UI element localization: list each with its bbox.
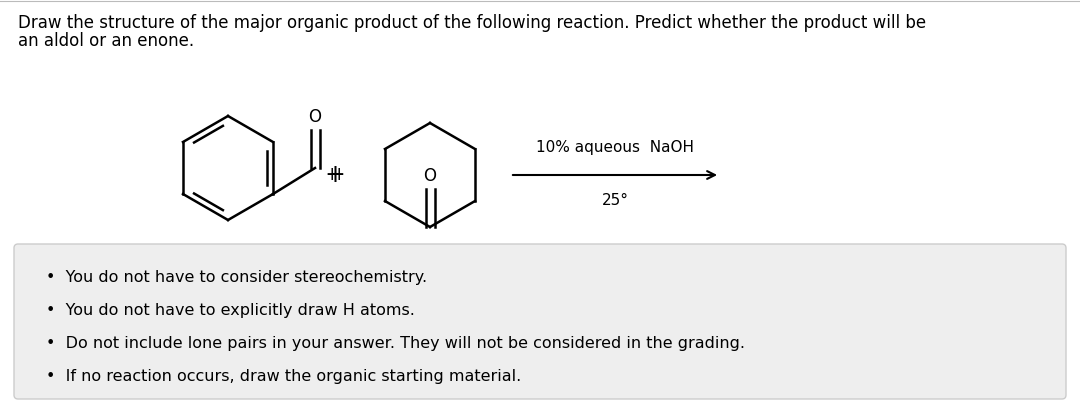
Text: O: O <box>309 108 322 126</box>
Text: an aldol or an enone.: an aldol or an enone. <box>18 32 194 50</box>
Text: O: O <box>423 167 436 185</box>
Text: +: + <box>325 163 346 187</box>
Text: 10% aqueous  NaOH: 10% aqueous NaOH <box>536 140 694 155</box>
Text: •  Do not include lone pairs in your answer. They will not be considered in the : • Do not include lone pairs in your answ… <box>46 336 745 351</box>
Text: 25°: 25° <box>602 193 629 208</box>
FancyBboxPatch shape <box>14 244 1066 399</box>
Text: H: H <box>329 168 340 184</box>
Text: •  You do not have to explicitly draw H atoms.: • You do not have to explicitly draw H a… <box>46 303 415 318</box>
Text: •  You do not have to consider stereochemistry.: • You do not have to consider stereochem… <box>46 270 427 285</box>
Text: •  If no reaction occurs, draw the organic starting material.: • If no reaction occurs, draw the organi… <box>46 369 522 384</box>
Text: Draw the structure of the major organic product of the following reaction. Predi: Draw the structure of the major organic … <box>18 14 927 32</box>
